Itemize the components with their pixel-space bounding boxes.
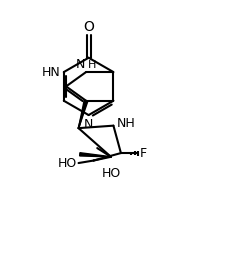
Text: H: H xyxy=(88,60,97,70)
Text: N: N xyxy=(84,118,93,131)
Text: HO: HO xyxy=(101,167,120,180)
Text: NH: NH xyxy=(116,117,135,130)
Text: HO: HO xyxy=(58,157,77,170)
Text: N: N xyxy=(75,58,85,71)
Text: F: F xyxy=(140,147,147,160)
Text: HN: HN xyxy=(42,66,61,79)
Polygon shape xyxy=(80,153,111,157)
Text: O: O xyxy=(83,20,94,34)
Polygon shape xyxy=(78,100,88,128)
